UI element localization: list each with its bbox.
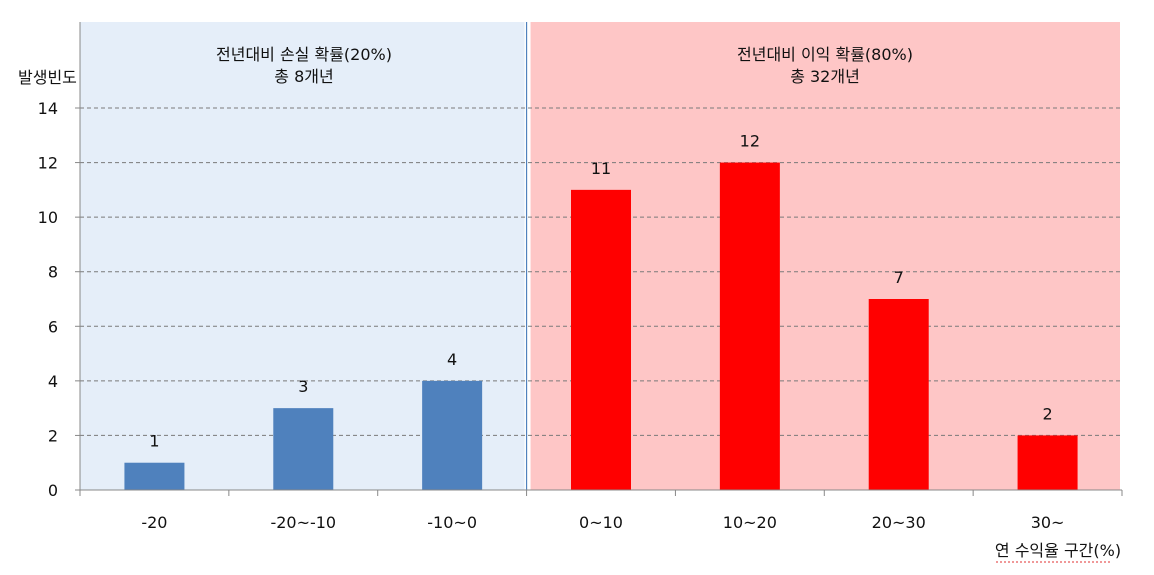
data-label: 7: [894, 268, 904, 287]
y-tick-label: 2: [48, 426, 58, 445]
x-tick-label: 30~: [1031, 513, 1065, 532]
data-label: 1: [149, 432, 159, 451]
y-axis-label: 발생빈도: [18, 68, 77, 87]
bar-0~10: [571, 189, 631, 490]
data-label: 12: [740, 132, 760, 151]
profit-region-title: 전년대비 이익 확률(80%): [737, 45, 913, 64]
loss-region-title: 전년대비 손실 확률(20%): [216, 45, 392, 64]
data-label: 2: [1042, 404, 1052, 423]
y-tick-label: 0: [48, 481, 58, 500]
data-label: 3: [298, 377, 308, 396]
data-label: 4: [447, 350, 457, 369]
x-tick-label: 0~10: [579, 513, 623, 532]
x-tick-label: -20: [141, 513, 167, 532]
y-tick-label: 14: [38, 99, 58, 118]
loss-region-subtitle: 총 8개년: [274, 67, 333, 86]
x-axis-label: 연 수익율 구간(%): [995, 541, 1121, 560]
x-tick-label: 10~20: [723, 513, 777, 532]
y-tick-label: 10: [38, 208, 58, 227]
x-tick-label: 20~30: [872, 513, 926, 532]
y-tick-label: 8: [48, 263, 58, 282]
bar--20: [124, 462, 185, 490]
x-tick-label: -10~0: [427, 513, 477, 532]
x-tick-label: -20~-10: [270, 513, 336, 532]
bar-20~30: [868, 299, 929, 490]
profit-region-subtitle: 총 32개년: [790, 67, 860, 86]
data-label: 11: [591, 159, 611, 178]
bar--20~-10: [273, 408, 334, 490]
y-tick-label: 4: [48, 372, 58, 391]
bar--10~0: [422, 380, 483, 490]
y-tick-label: 6: [48, 317, 58, 336]
bar-30~: [1017, 435, 1078, 490]
bar-10~20: [719, 162, 780, 491]
y-tick-label: 12: [38, 154, 58, 173]
